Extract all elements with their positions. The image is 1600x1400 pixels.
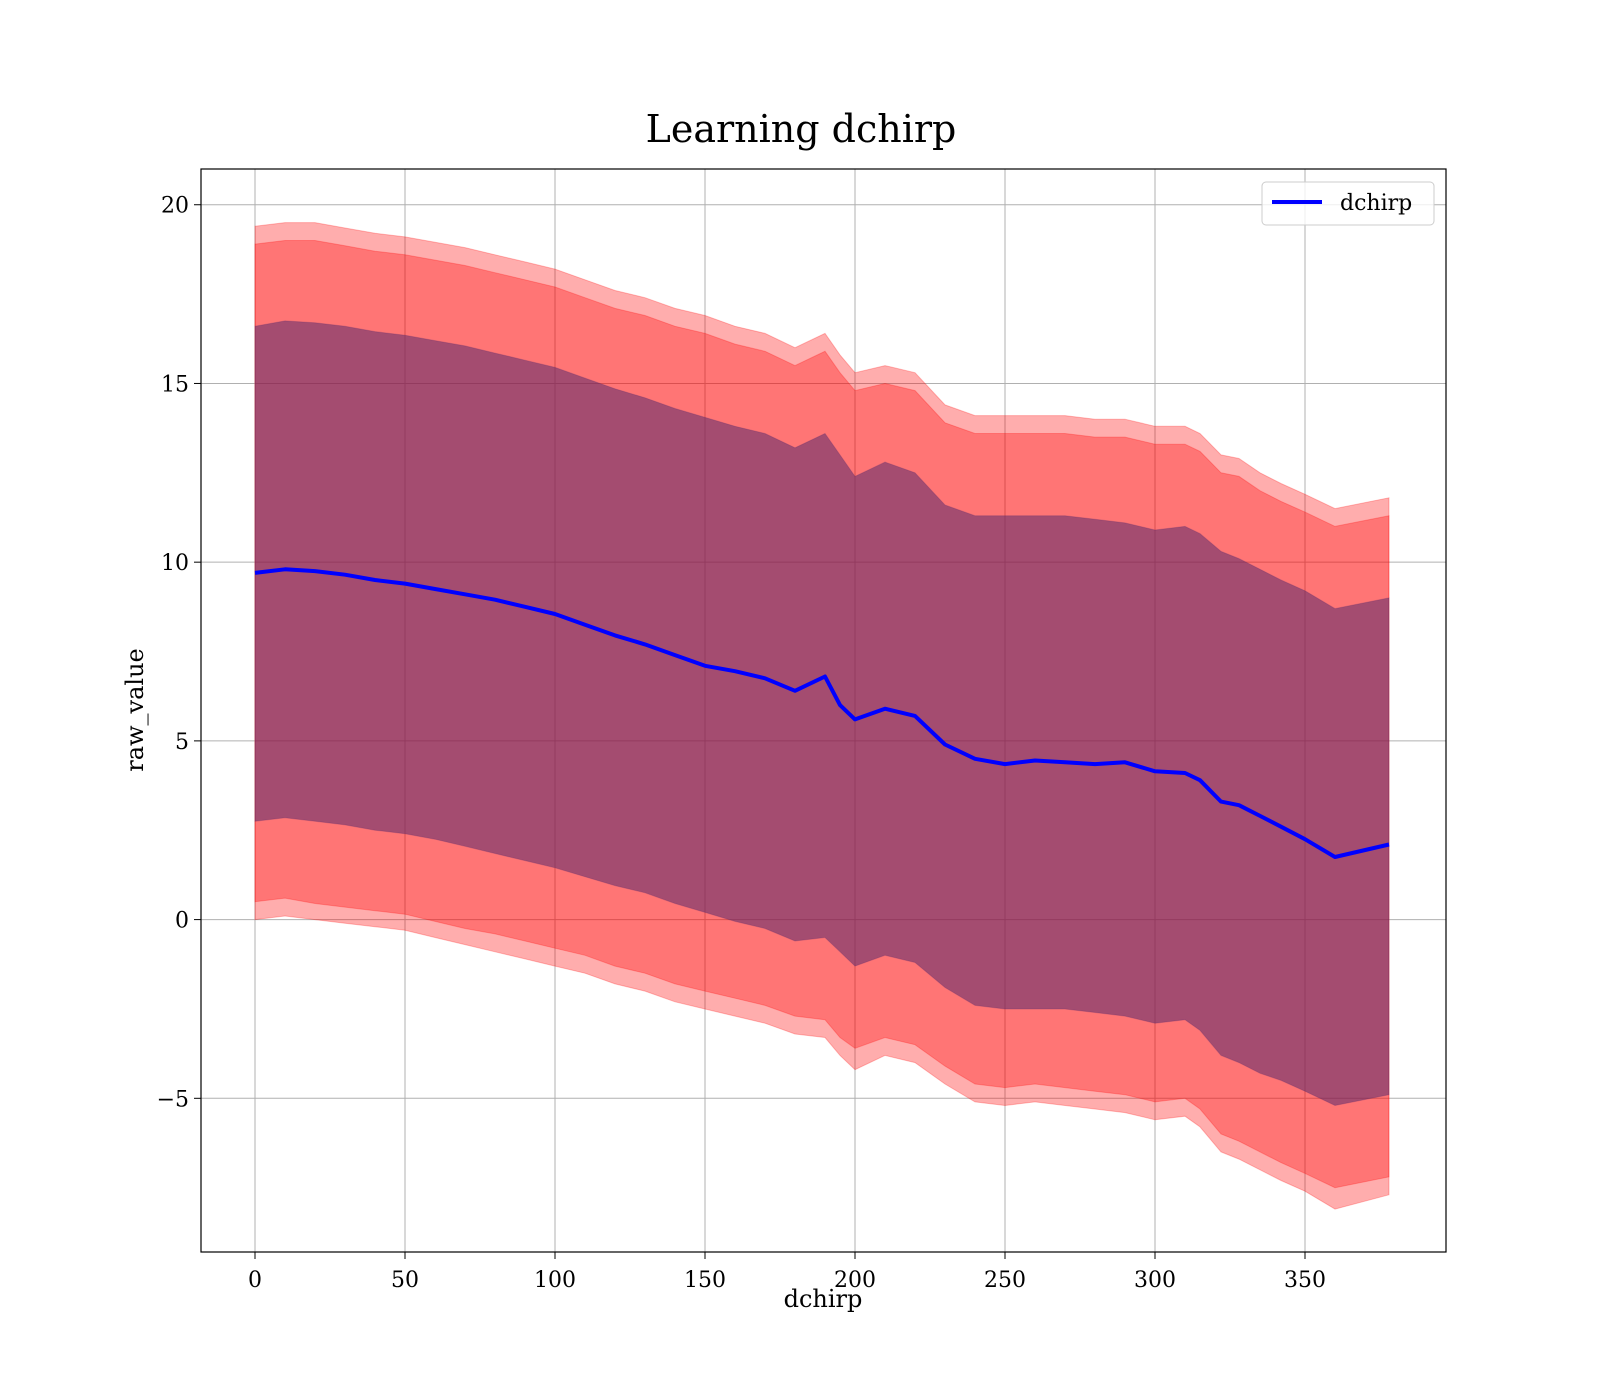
- y-tick-label: 15: [161, 372, 189, 397]
- y-tick-label: 5: [175, 730, 189, 755]
- y-tick-label: 10: [161, 551, 189, 576]
- y-tick-label: −5: [157, 1087, 189, 1112]
- legend-box: [1261, 181, 1435, 226]
- x-axis-label: dchirp: [784, 1285, 863, 1313]
- chart-title: Learning dchirp: [646, 107, 957, 151]
- x-tick-label: 250: [984, 1268, 1026, 1293]
- x-axis-ticks: 0 50 100 150 200 250 300 350: [248, 1252, 1326, 1293]
- series-lines: [254, 567, 1390, 859]
- band-inner: [254, 320, 1390, 1107]
- x-tick-label: 150: [684, 1268, 726, 1293]
- x-tick-label: 100: [534, 1268, 576, 1293]
- legend-label: dchirp: [1340, 191, 1412, 216]
- series-line-0: [254, 567, 1390, 859]
- y-axis-ticks: −5 0 5 10 15 20: [157, 194, 201, 1112]
- x-tick-label: 200: [834, 1268, 876, 1293]
- x-tick-label: 50: [391, 1268, 419, 1293]
- y-tick-label: 20: [161, 194, 189, 219]
- confidence-bands: [254, 222, 1390, 1210]
- legend: dchirp: [1261, 181, 1435, 226]
- x-tick-label: 300: [1134, 1268, 1176, 1293]
- x-tick-label: 0: [248, 1268, 262, 1293]
- x-tick-label: 350: [1284, 1268, 1326, 1293]
- y-axis-label: raw_value: [121, 648, 149, 772]
- y-tick-label: 0: [175, 909, 189, 934]
- plot-frame: [200, 168, 1447, 1253]
